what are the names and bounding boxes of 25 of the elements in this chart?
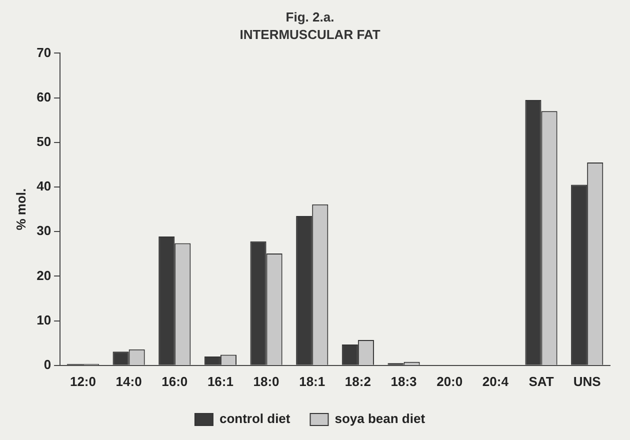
x-tick-label: 12:0	[70, 374, 96, 389]
y-tick-label: 70	[36, 44, 52, 60]
legend-label: soya bean diet	[334, 411, 426, 426]
x-tick-label: 20:4	[482, 374, 510, 389]
legend-label: control diet	[219, 411, 291, 426]
x-tick-label: 14:0	[116, 374, 142, 389]
x-tick-label: SAT	[528, 374, 554, 389]
x-tick-label: 18:1	[299, 374, 326, 389]
y-tick-label: 50	[36, 134, 52, 149]
y-tick-label: 30	[36, 223, 52, 238]
y-tick-label: 0	[44, 356, 52, 372]
y-tick-label: 40	[36, 178, 52, 194]
x-tick-label: 20:0	[436, 374, 463, 389]
chart-subtitle: INTERMUSCULAR FAT	[240, 26, 380, 42]
x-tick-label: 16:1	[207, 374, 234, 389]
y-tick-label: 20	[36, 268, 52, 283]
y-tick-label: 10	[36, 312, 52, 328]
x-tick-label: 18:2	[344, 374, 371, 389]
x-tick-label: 16:0	[162, 374, 188, 389]
y-tick-label: 60	[36, 89, 52, 104]
y-axis-title: % mol.	[13, 188, 28, 230]
x-tick-label: 18:0	[253, 374, 280, 389]
x-tick-label: UNS	[573, 374, 602, 389]
chart-title: Fig. 2.a.	[286, 9, 334, 24]
x-tick-label: 18:3	[390, 374, 417, 389]
